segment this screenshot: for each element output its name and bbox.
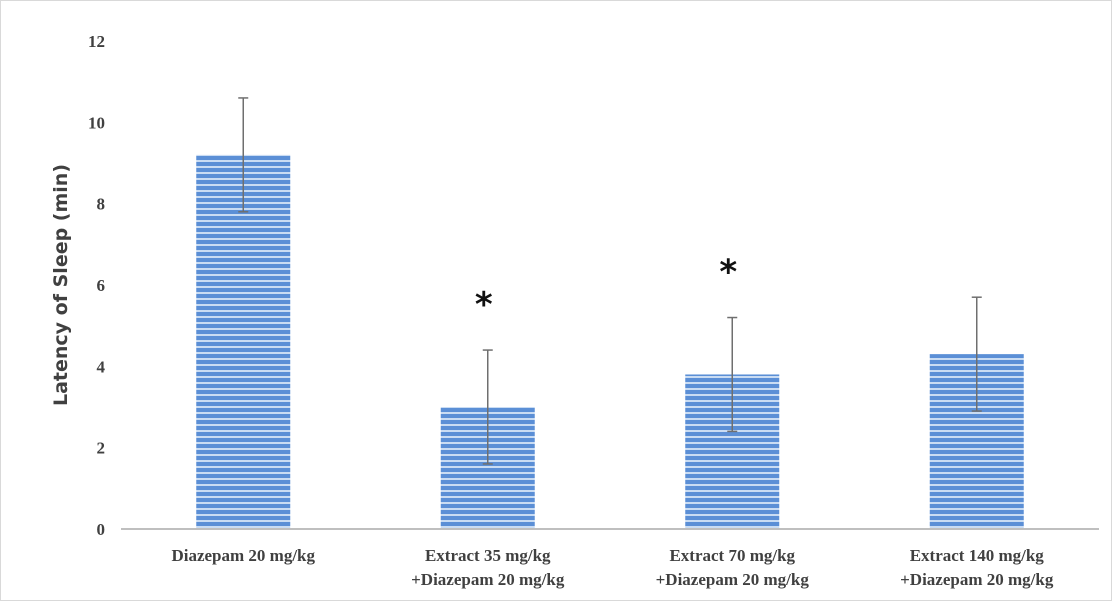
y-tick-label: 10 bbox=[88, 113, 105, 132]
y-tick-label: 0 bbox=[97, 520, 106, 539]
y-tick-label: 12 bbox=[88, 32, 105, 51]
y-tick-label: 6 bbox=[97, 276, 106, 295]
x-tick-label: Extract 70 mg/kg +Diazepam 20 mg/kg bbox=[656, 546, 810, 589]
error-bar bbox=[238, 97, 249, 213]
bar bbox=[196, 154, 291, 529]
y-tick-label: 4 bbox=[97, 357, 106, 376]
error-bar bbox=[727, 316, 738, 433]
significance-marker: * bbox=[719, 253, 737, 293]
y-tick-label: 2 bbox=[97, 439, 106, 458]
error-bar bbox=[482, 349, 493, 465]
x-tick-label: Diazepam 20 mg/kg bbox=[171, 546, 315, 565]
y-tick-label: 8 bbox=[97, 195, 106, 214]
error-bar bbox=[971, 296, 982, 412]
y-axis-label: Latency of Sleep (min) bbox=[50, 164, 72, 406]
significance-marker: * bbox=[475, 285, 493, 325]
x-tick-label: Extract 140 mg/kg +Diazepam 20 mg/kg bbox=[900, 546, 1054, 589]
x-tick-label: Extract 35 mg/kg +Diazepam 20 mg/kg bbox=[411, 546, 565, 589]
